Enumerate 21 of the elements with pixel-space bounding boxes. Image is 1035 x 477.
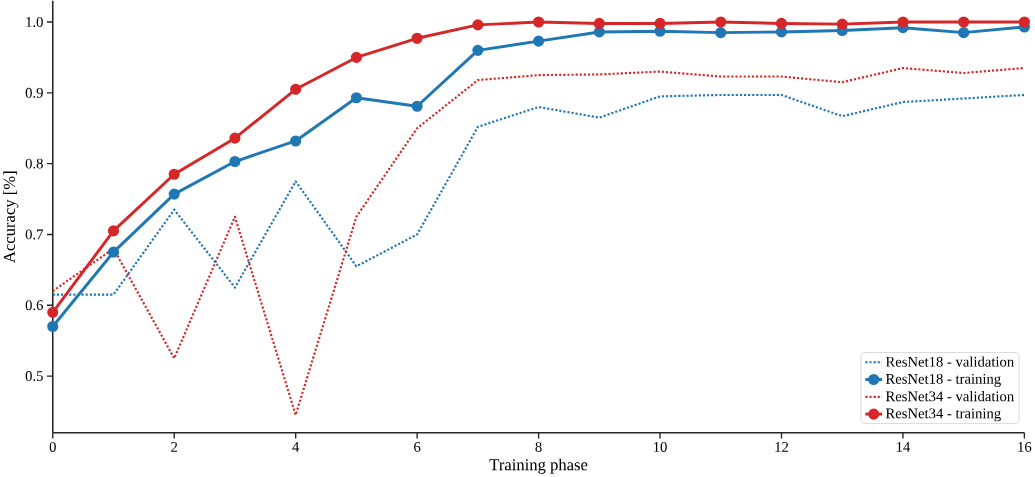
x-tick-label: 10: [653, 442, 667, 452]
legend-label: ResNet34 - training: [885, 408, 1001, 422]
x-tick-label: 6: [414, 442, 421, 452]
legend-label: ResNet18 - validation: [885, 356, 1014, 367]
x-tick-label: 0: [49, 442, 56, 452]
y-tick-label: 0.9: [25, 87, 43, 98]
x-axis-title: Training phase: [489, 458, 588, 474]
legend-label: ResNet18 - training: [885, 373, 1001, 387]
x-tick-label: 16: [1018, 442, 1032, 452]
x-tick-label: 14: [896, 442, 911, 452]
y-tick-label: 0.6: [25, 300, 43, 311]
x-tick-label: 2: [171, 442, 178, 452]
y-tick-label: 1.0: [26, 17, 43, 28]
y-tick-label: 0.8: [25, 158, 43, 169]
x-tick-label: 12: [775, 442, 789, 452]
y-tick-label: 0.5: [25, 371, 43, 382]
x-tick-label: 8: [535, 442, 542, 452]
y-axis-title: Accuracy [%]: [3, 171, 19, 263]
x-tick-label: 4: [292, 442, 300, 452]
legend-label: ResNet34 - validation: [885, 391, 1014, 402]
y-tick-label: 0.7: [25, 229, 43, 240]
